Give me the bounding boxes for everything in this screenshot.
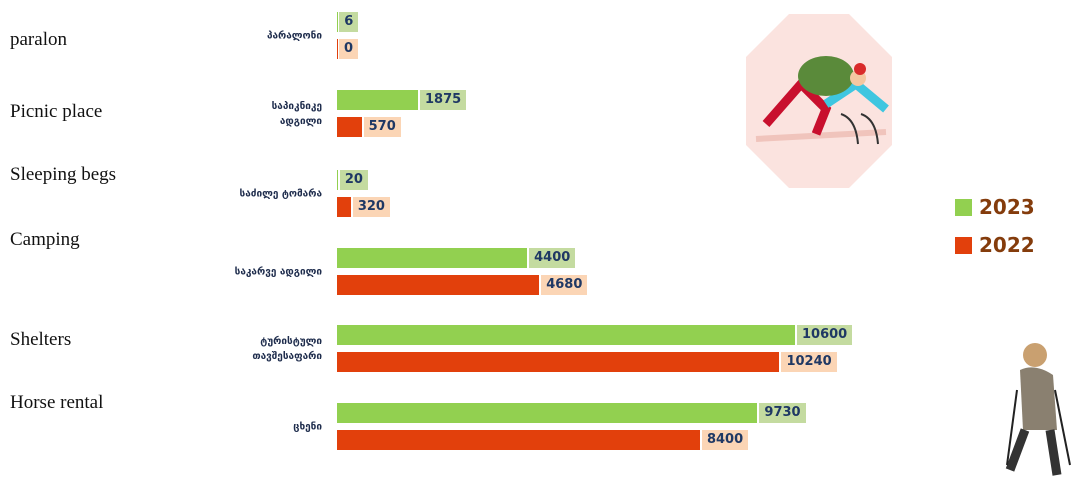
value-label: 4680 <box>541 275 588 295</box>
legend-label: 2022 <box>979 233 1035 257</box>
side-label: Horse rental <box>10 392 104 413</box>
side-label: Shelters <box>10 329 72 350</box>
legend-swatch <box>955 199 972 216</box>
bar <box>337 197 351 217</box>
skier-illustration <box>746 14 892 188</box>
category-label: პარალონი <box>266 30 322 42</box>
bar <box>337 430 700 450</box>
value-label: 0 <box>339 39 359 59</box>
category-label: ტურისტული თავშესაფარი <box>252 336 322 362</box>
value-label: 10600 <box>797 325 853 345</box>
legend-swatch <box>955 237 972 254</box>
category-label: საპიკნიკე ადგილი <box>271 101 322 127</box>
side-label: paralon <box>10 29 67 50</box>
value-label: 320 <box>352 197 390 217</box>
category-label: ცხენი <box>293 421 322 433</box>
value-label: 570 <box>363 117 401 137</box>
bar <box>337 117 362 137</box>
bar <box>337 248 528 268</box>
value-label: 8400 <box>701 430 749 450</box>
value-label: 4400 <box>529 248 576 268</box>
bar <box>337 90 418 110</box>
bar <box>337 275 540 295</box>
side-label: Picnic place <box>10 101 103 122</box>
side-label: Camping <box>10 229 80 250</box>
hiker-illustration <box>1005 343 1071 476</box>
side-label: Sleeping begs <box>10 164 117 185</box>
value-label: 20 <box>339 170 368 190</box>
bar <box>337 352 780 372</box>
category-label: საძილე ტომარა <box>239 188 322 200</box>
value-label: 10240 <box>781 352 837 372</box>
value-label: 1875 <box>420 90 467 110</box>
bar <box>337 170 338 190</box>
category-label: საკარვე ადგილი <box>234 266 322 278</box>
bar <box>337 325 795 345</box>
value-label: 9730 <box>759 403 806 423</box>
bar <box>337 12 338 32</box>
value-label: 6 <box>339 12 359 32</box>
legend-label: 2023 <box>979 195 1035 219</box>
bar <box>337 403 758 423</box>
bar <box>337 39 338 59</box>
